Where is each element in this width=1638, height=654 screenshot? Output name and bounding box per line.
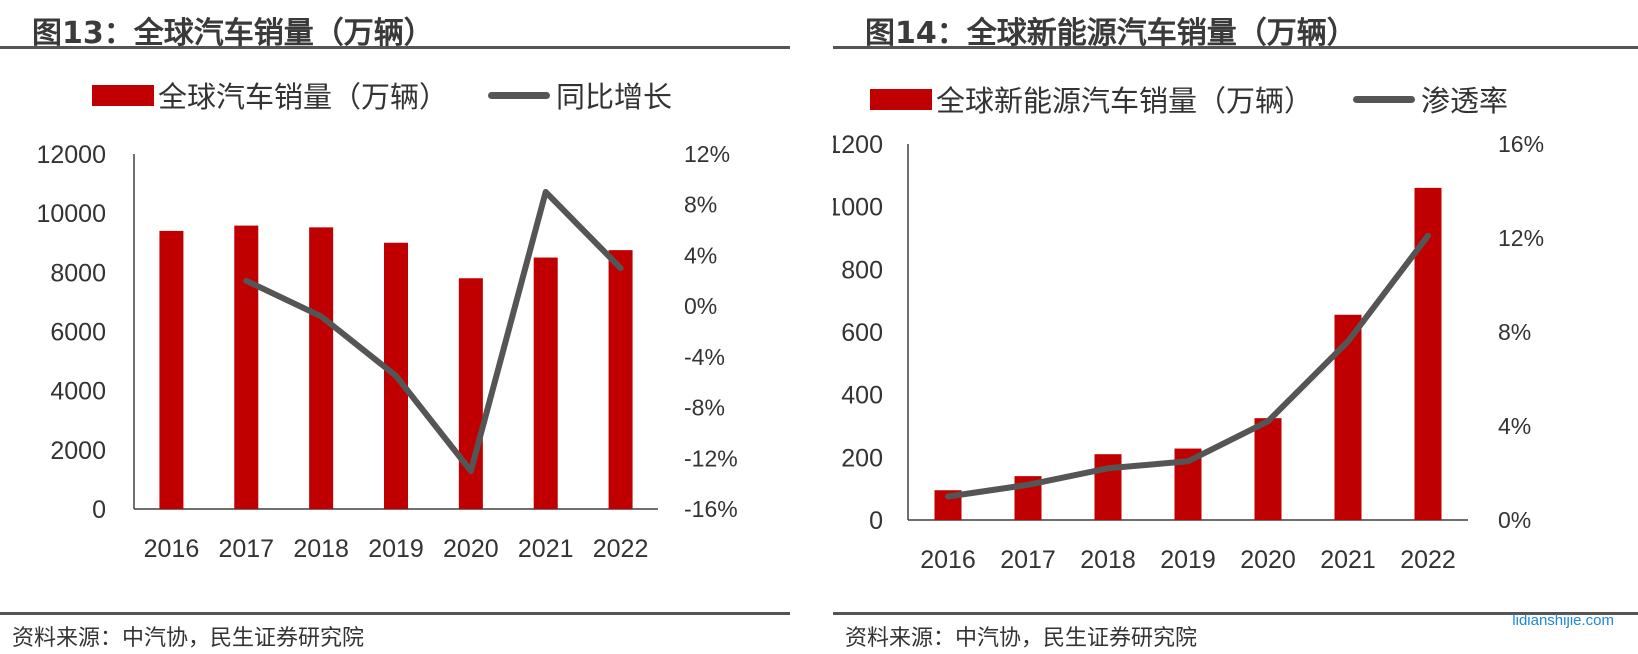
y-tick-label-left: 400 xyxy=(841,382,883,410)
y-tick-label-left: 6000 xyxy=(50,319,106,347)
y-tick-label-right: 4% xyxy=(1498,413,1531,439)
chart-legend: 全球新能源汽车销量（万辆） 渗透率 xyxy=(870,78,1548,120)
x-tick-label: 2016 xyxy=(144,535,200,563)
y-tick-label-right: 12% xyxy=(1498,225,1544,251)
x-tick-label: 2017 xyxy=(218,535,274,563)
legend-item-penetration: 渗透率 xyxy=(1353,78,1508,120)
chart-plot-area: 0 200 400 600 800 1000 1200 0% 4% 8% 12% 16% 2016 201… xyxy=(833,131,1544,574)
y-tick-label-right: -4% xyxy=(684,344,725,370)
y-tick-label-right: -12% xyxy=(684,445,738,471)
y-tick-label-right: 12% xyxy=(684,141,730,167)
bar xyxy=(1094,454,1122,520)
bar xyxy=(159,230,184,509)
y-tick-label-right: -8% xyxy=(684,395,725,421)
x-tick-label: 2016 xyxy=(920,546,976,574)
y-tick-label-left: 2000 xyxy=(50,437,106,465)
x-tick-label: 2018 xyxy=(293,535,349,563)
y-tick-label-left: 800 xyxy=(841,256,883,284)
x-tick-label: 2020 xyxy=(443,535,499,563)
y-tick-label-left: 200 xyxy=(841,444,883,472)
legend-line-swatch xyxy=(488,91,551,99)
y-tick-label-right: 0% xyxy=(1498,507,1531,533)
watermark-text: lidianshijie.com xyxy=(1512,612,1614,629)
legend-label-growth: 同比增长 xyxy=(556,80,673,114)
chart-panel-global-nev-sales: 图14：全球新能源汽车销量（万辆） 全球新能源汽车销量（万辆） 渗透率 0 200… xyxy=(833,0,1638,654)
y-tick-label-right: 8% xyxy=(1498,319,1531,345)
bar xyxy=(309,227,334,509)
top-divider xyxy=(833,46,1638,49)
y-tick-label-left: 1000 xyxy=(833,194,883,222)
line-series xyxy=(243,189,624,474)
y-tick-label-right: 8% xyxy=(684,192,717,218)
bar xyxy=(1254,418,1282,520)
chart-plot-area: 0 2000 4000 6000 8000 10000 12000 -16% -12% -8% -4… xyxy=(36,141,738,563)
bar xyxy=(458,278,483,509)
x-tick-label: 2021 xyxy=(518,535,574,563)
y-tick-label-right: 4% xyxy=(684,242,717,268)
bar xyxy=(533,257,558,509)
chart-panel-global-auto-sales: 图13：全球汽车销量（万辆） 全球汽车销量（万辆） 同比增长 0 2000 4000… xyxy=(0,0,790,654)
y-tick-label-right: -16% xyxy=(684,496,738,522)
y-tick-label-right: 0% xyxy=(684,293,717,319)
bar xyxy=(234,225,259,509)
y-tick-label-left: 600 xyxy=(841,319,883,347)
legend-bar-swatch xyxy=(92,84,154,106)
x-tick-label: 2020 xyxy=(1240,546,1296,574)
top-divider xyxy=(0,46,790,49)
y-tick-label-left: 1200 xyxy=(833,131,883,159)
legend-label-penetration: 渗透率 xyxy=(1421,84,1509,118)
legend-item-growth: 同比增长 xyxy=(488,74,672,116)
x-tick-label: 2022 xyxy=(1400,546,1456,574)
legend-bar-swatch xyxy=(870,88,932,110)
figure-title: 图14：全球新能源汽车销量（万辆） xyxy=(865,16,1357,51)
y-tick-label-left: 0 xyxy=(869,507,883,535)
figure-title: 图13：全球汽车销量（万辆） xyxy=(32,16,434,51)
x-tick-label: 2018 xyxy=(1080,546,1136,574)
legend-line-swatch xyxy=(1353,95,1416,103)
y-tick-label-left: 10000 xyxy=(36,200,106,228)
bottom-divider xyxy=(0,612,790,615)
chart-legend: 全球汽车销量（万辆） 同比增长 xyxy=(92,74,712,116)
y-tick-label-left: 0 xyxy=(92,496,106,524)
legend-item-sales: 全球汽车销量（万辆） xyxy=(92,74,448,116)
y-tick-label-left: 12000 xyxy=(36,141,106,169)
legend-label-sales: 全球汽车销量（万辆） xyxy=(158,80,449,114)
x-tick-label: 2019 xyxy=(1160,546,1216,574)
bottom-divider xyxy=(833,612,1638,615)
x-tick-label: 2017 xyxy=(1000,546,1056,574)
source-note: 资料来源：中汽协，民生证券研究院 xyxy=(12,626,365,651)
x-tick-label: 2022 xyxy=(593,535,649,563)
source-note: 资料来源：中汽协，民生证券研究院 xyxy=(845,626,1198,651)
legend-label-nev-sales: 全球新能源汽车销量（万辆） xyxy=(936,84,1314,118)
y-tick-label-right: 16% xyxy=(1498,131,1544,157)
y-tick-label-left: 4000 xyxy=(50,378,106,406)
legend-item-nev-sales: 全球新能源汽车销量（万辆） xyxy=(870,78,1313,120)
x-tick-label: 2021 xyxy=(1320,546,1376,574)
y-tick-label-left: 8000 xyxy=(50,259,106,287)
bar xyxy=(608,250,633,510)
x-tick-label: 2019 xyxy=(368,535,424,563)
